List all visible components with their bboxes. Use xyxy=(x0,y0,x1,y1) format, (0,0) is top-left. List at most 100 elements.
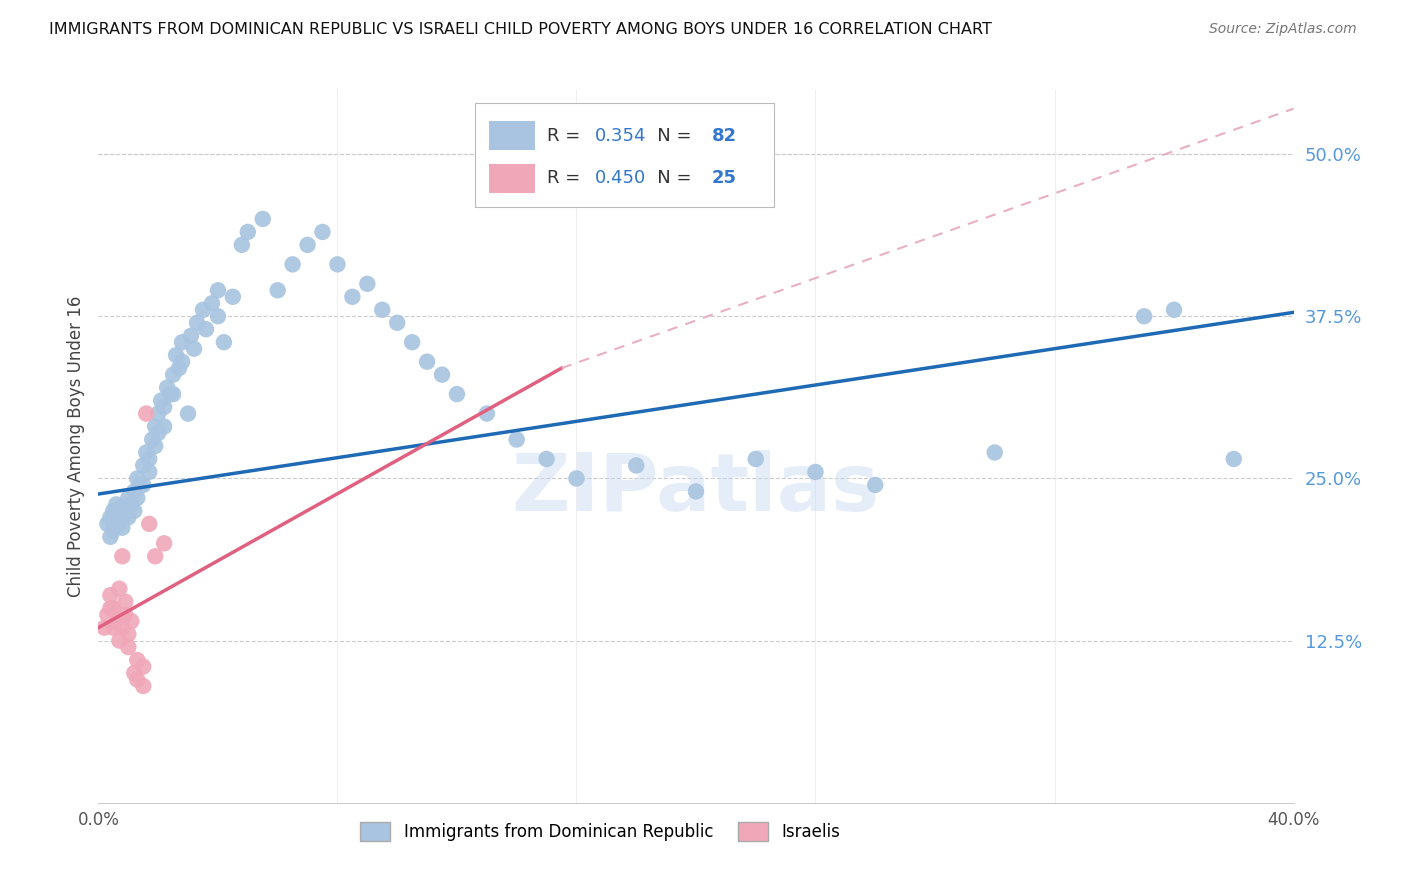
Point xyxy=(105,513,128,527)
Text: 0.450: 0.450 xyxy=(595,169,645,187)
Point xyxy=(138,452,160,467)
Point xyxy=(1163,302,1185,317)
Point xyxy=(132,458,155,473)
Point xyxy=(162,368,184,382)
Point xyxy=(111,549,134,564)
Point xyxy=(401,335,423,350)
Point xyxy=(111,500,134,514)
Point xyxy=(141,433,163,447)
Point xyxy=(98,510,122,524)
Point xyxy=(117,627,139,641)
Point xyxy=(127,491,149,505)
Point xyxy=(111,521,134,535)
Y-axis label: Child Poverty Among Boys Under 16: Child Poverty Among Boys Under 16 xyxy=(66,295,84,597)
Point xyxy=(385,316,409,330)
Point xyxy=(96,607,118,622)
Point xyxy=(114,607,136,622)
Point xyxy=(183,342,205,356)
Point xyxy=(108,504,131,518)
Point xyxy=(186,316,208,330)
Point xyxy=(96,516,118,531)
Point xyxy=(506,433,529,447)
Point xyxy=(135,445,157,459)
Point xyxy=(117,510,139,524)
Point xyxy=(143,439,166,453)
Point xyxy=(201,296,224,310)
Point xyxy=(98,530,122,544)
Point xyxy=(108,582,131,596)
Point xyxy=(356,277,378,291)
Point xyxy=(132,478,155,492)
Point xyxy=(103,516,125,531)
Point xyxy=(207,310,229,324)
Text: IMMIGRANTS FROM DOMINICAN REPUBLIC VS ISRAELI CHILD POVERTY AMONG BOYS UNDER 16 : IMMIGRANTS FROM DOMINICAN REPUBLIC VS IS… xyxy=(49,22,993,37)
Point xyxy=(143,549,166,564)
Point xyxy=(475,407,498,421)
Point xyxy=(124,484,146,499)
Point xyxy=(207,283,229,297)
Point xyxy=(105,614,128,628)
Point xyxy=(103,524,125,538)
Text: 82: 82 xyxy=(711,127,737,145)
Point xyxy=(98,588,122,602)
Point xyxy=(212,335,235,350)
Point xyxy=(127,653,149,667)
Point xyxy=(103,601,125,615)
FancyBboxPatch shape xyxy=(489,164,534,193)
Point xyxy=(159,387,181,401)
Point xyxy=(148,407,170,421)
Point xyxy=(150,393,173,408)
Point xyxy=(804,465,827,479)
Point xyxy=(103,504,125,518)
Point xyxy=(93,621,115,635)
Point xyxy=(153,419,176,434)
Point xyxy=(108,516,131,531)
Point xyxy=(626,458,648,473)
Point xyxy=(430,368,453,382)
Point xyxy=(195,322,218,336)
Point xyxy=(153,536,176,550)
Point xyxy=(111,621,134,635)
Point xyxy=(117,491,139,505)
FancyBboxPatch shape xyxy=(475,103,773,207)
Point xyxy=(143,419,166,434)
Point xyxy=(120,614,142,628)
Point xyxy=(117,640,139,654)
Point xyxy=(745,452,768,467)
Point xyxy=(371,302,394,317)
Point xyxy=(114,508,136,522)
Text: R =: R = xyxy=(547,169,585,187)
Point xyxy=(297,238,319,252)
Point xyxy=(172,354,194,368)
Point xyxy=(865,478,887,492)
Point xyxy=(446,387,468,401)
Point xyxy=(1133,310,1156,324)
Point xyxy=(1223,452,1246,467)
Point xyxy=(135,407,157,421)
Point xyxy=(222,290,245,304)
FancyBboxPatch shape xyxy=(489,121,534,150)
Point xyxy=(236,225,259,239)
Point xyxy=(98,601,122,615)
Text: N =: N = xyxy=(640,169,697,187)
Point xyxy=(231,238,253,252)
Point xyxy=(267,283,290,297)
Text: 25: 25 xyxy=(711,169,737,187)
Point xyxy=(127,673,149,687)
Text: R =: R = xyxy=(547,127,585,145)
Point xyxy=(165,348,187,362)
Point xyxy=(153,400,176,414)
Point xyxy=(156,381,179,395)
Point xyxy=(108,633,131,648)
Point xyxy=(132,679,155,693)
Text: N =: N = xyxy=(640,127,697,145)
Text: ZIPatlas: ZIPatlas xyxy=(512,450,880,528)
Point xyxy=(114,595,136,609)
Point xyxy=(138,516,160,531)
Point xyxy=(132,659,155,673)
Point xyxy=(105,497,128,511)
Point xyxy=(180,328,202,343)
Point xyxy=(127,471,149,485)
Point xyxy=(252,211,274,226)
Point xyxy=(685,484,707,499)
